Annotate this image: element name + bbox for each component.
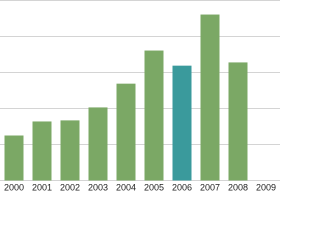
x-tick-label: 2002 [60, 182, 80, 192]
bar [116, 83, 136, 181]
bar [60, 120, 80, 181]
chart: 2000 2001 2002 2003 2004 2005 2006 2007 2008 2009 [0, 0, 280, 192]
x-tick-label: 2003 [88, 182, 108, 192]
bar [200, 14, 220, 181]
bar [228, 62, 248, 181]
x-tick-label: 2000 [4, 182, 24, 192]
bar [144, 50, 164, 181]
bar [32, 121, 52, 181]
bar [172, 65, 192, 181]
bar [88, 107, 108, 181]
x-tick-label: 2001 [32, 182, 52, 192]
x-tick-label: 2005 [144, 182, 164, 192]
bar [4, 135, 24, 181]
x-tick-label: 2007 [200, 182, 220, 192]
x-tick-label: 2009 [256, 182, 276, 192]
x-tick-label: 2004 [116, 182, 136, 192]
x-tick-label: 2006 [172, 182, 192, 192]
x-tick-label: 2008 [228, 182, 248, 192]
